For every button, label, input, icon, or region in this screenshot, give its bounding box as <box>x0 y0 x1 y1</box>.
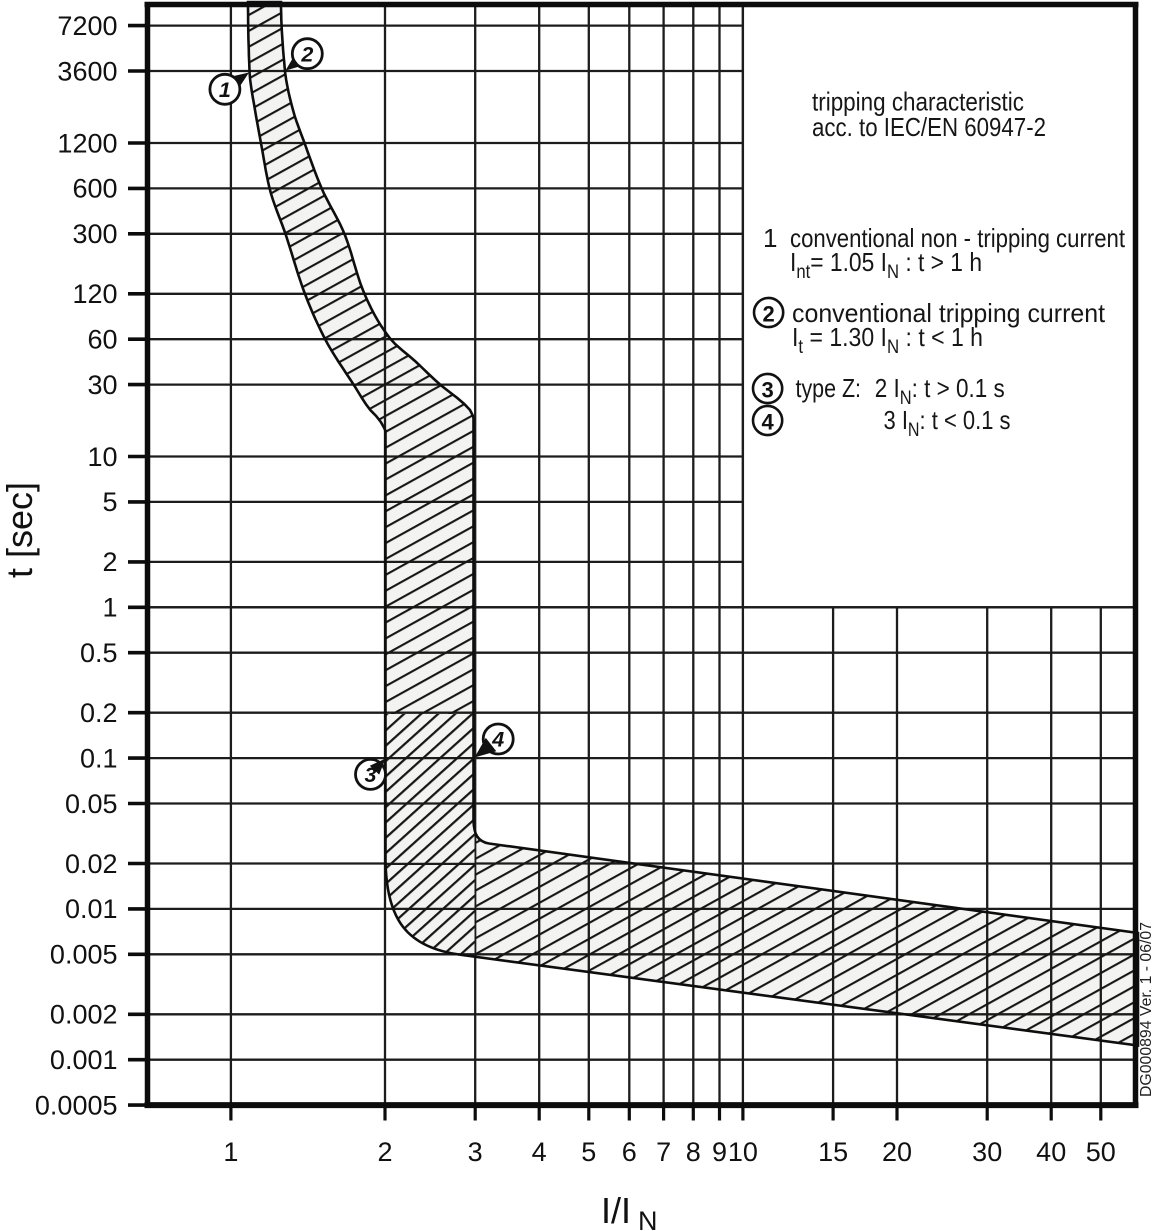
svg-text:30: 30 <box>87 370 117 400</box>
svg-text:conventional non - tripping cu: conventional non - tripping current <box>790 223 1126 253</box>
svg-text:0.5: 0.5 <box>80 638 118 668</box>
svg-text:600: 600 <box>72 174 117 204</box>
svg-text:6: 6 <box>622 1137 637 1167</box>
svg-text:acc. to IEC/EN 60947-2: acc. to IEC/EN 60947-2 <box>812 112 1046 142</box>
svg-text:1: 1 <box>763 223 777 253</box>
svg-text:Int​= 1.05 IN​ : t > 1 h: Int​= 1.05 IN​ : t > 1 h <box>790 247 982 283</box>
svg-text:5: 5 <box>581 1137 596 1167</box>
svg-text:0.02: 0.02 <box>65 849 118 879</box>
svg-text:tripping characteristic: tripping characteristic <box>812 86 1024 116</box>
svg-text:7200: 7200 <box>57 11 117 41</box>
svg-text:4: 4 <box>532 1137 547 1167</box>
svg-text:2: 2 <box>102 547 117 577</box>
svg-text:3 IN​: t < 0.1 s: 3 IN​: t < 0.1 s <box>884 405 1011 441</box>
svg-text:10: 10 <box>728 1137 758 1167</box>
svg-text:0.0005: 0.0005 <box>35 1090 118 1120</box>
svg-text:0.1: 0.1 <box>80 743 118 773</box>
svg-text:3600: 3600 <box>57 56 117 86</box>
svg-text:0.01: 0.01 <box>65 894 118 924</box>
svg-text:0.005: 0.005 <box>50 940 118 970</box>
svg-text:It​ = 1.30 IN​ : t < 1 h: It​ = 1.30 IN​ : t < 1 h <box>792 322 983 358</box>
svg-text:120: 120 <box>72 279 117 309</box>
svg-text:2: 2 <box>762 302 774 327</box>
svg-text:10: 10 <box>87 442 117 472</box>
svg-text:2: 2 <box>377 1137 392 1167</box>
svg-text:1: 1 <box>219 78 231 102</box>
svg-text:4: 4 <box>491 728 504 752</box>
svg-text:t [sec]: t [sec] <box>0 482 40 578</box>
svg-text:4: 4 <box>761 410 774 435</box>
svg-text:30: 30 <box>972 1137 1002 1167</box>
svg-text:60: 60 <box>87 325 117 355</box>
svg-text:9: 9 <box>712 1137 727 1167</box>
svg-text:2 IN​: t > 0.1 s: 2 IN​: t > 0.1 s <box>875 373 1005 409</box>
svg-text:conventional tripping current: conventional tripping current <box>792 298 1106 328</box>
svg-text:3: 3 <box>761 378 773 403</box>
svg-text:2: 2 <box>300 42 313 66</box>
svg-text:0.05: 0.05 <box>65 789 118 819</box>
svg-text:8: 8 <box>686 1137 701 1167</box>
svg-text:3: 3 <box>468 1137 483 1167</box>
svg-text:300: 300 <box>72 219 117 249</box>
svg-text:15: 15 <box>818 1137 848 1167</box>
svg-text:40: 40 <box>1036 1137 1066 1167</box>
svg-text:1: 1 <box>102 593 117 623</box>
svg-text:0.001: 0.001 <box>50 1045 118 1075</box>
svg-text:1200: 1200 <box>57 128 117 158</box>
svg-text:DG000894 Ver. 1 - 06/07: DG000894 Ver. 1 - 06/07 <box>1138 922 1153 1097</box>
svg-text:50: 50 <box>1086 1137 1116 1167</box>
svg-text:5: 5 <box>102 487 117 517</box>
svg-text:20: 20 <box>882 1137 912 1167</box>
svg-text:0.2: 0.2 <box>80 698 118 728</box>
svg-text:type Z:: type Z: <box>796 373 862 403</box>
svg-text:1: 1 <box>223 1137 238 1167</box>
svg-text:7: 7 <box>656 1137 671 1167</box>
svg-text:0.002: 0.002 <box>50 1000 118 1030</box>
